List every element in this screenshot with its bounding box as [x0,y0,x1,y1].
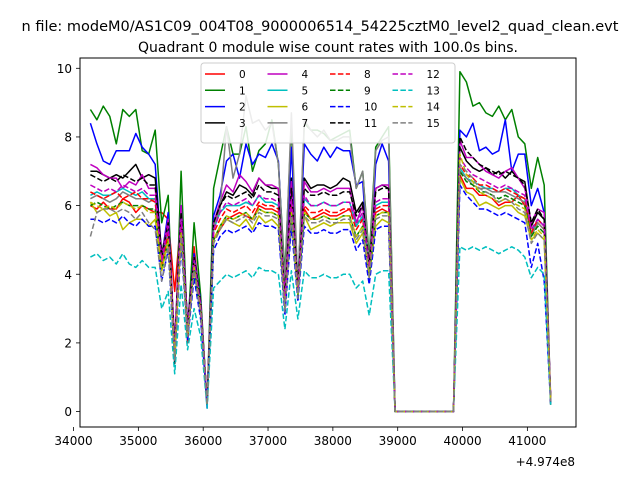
legend-label-1: 1 [239,85,246,97]
legend-label-3: 3 [239,118,246,130]
y-tick-label: 8 [64,130,72,144]
y-tick-label: 4 [64,268,72,282]
y-tick-label: 10 [57,62,72,76]
legend-label-5: 5 [302,85,309,97]
axes-frame [79,57,577,428]
legend-label-4: 4 [302,69,309,81]
legend-box [200,62,456,144]
y-tick-label: 2 [64,336,72,350]
y-tick-label: 6 [64,199,72,213]
series-line-13 [90,246,552,413]
series-line-15 [89,163,552,413]
legend-label-7: 7 [302,118,309,130]
x-tick-label: 36000 [184,434,222,448]
x-tick-label: 38000 [314,434,352,448]
legend-label-8: 8 [364,69,371,81]
y-axis: 0 2 4 6 8 10 [57,62,80,419]
series-line-10 [90,184,552,413]
x-offset-label: +4.974e8 [516,455,575,469]
x-tick-label: 41000 [508,434,546,448]
legend-label-10: 10 [364,102,377,114]
series-line-11 [90,136,552,413]
legend-label-9: 9 [364,85,371,97]
series-line-14 [90,153,552,413]
plot-area [89,70,552,413]
y-tick-label: 0 [64,405,72,419]
legend-label-15: 15 [427,118,440,130]
legend-label-12: 12 [427,69,440,81]
x-tick-label: 39000 [379,434,417,448]
legend-label-0: 0 [239,69,246,81]
legend-label-14: 14 [427,102,441,114]
series-line-12 [90,156,552,413]
x-tick-label: 40000 [443,434,481,448]
legend-label-13: 13 [427,85,440,97]
legend-label-6: 6 [302,102,309,114]
x-tick-label: 34000 [54,434,92,448]
legend-label-2: 2 [239,102,246,114]
x-axis: 34000 35000 36000 37000 38000 39000 40000 41000 [54,427,546,448]
chart-title: Quadrant 0 module wise count rates with … [138,40,518,56]
x-tick-label: 35000 [119,434,157,448]
series-line-2 [89,119,552,413]
legend-label-11: 11 [364,118,377,130]
figure-suptitle: n file: modeM0/AS1C09_004T08_9000006514_… [22,19,619,35]
series-line-8 [90,163,552,413]
x-tick-label: 37000 [249,434,287,448]
